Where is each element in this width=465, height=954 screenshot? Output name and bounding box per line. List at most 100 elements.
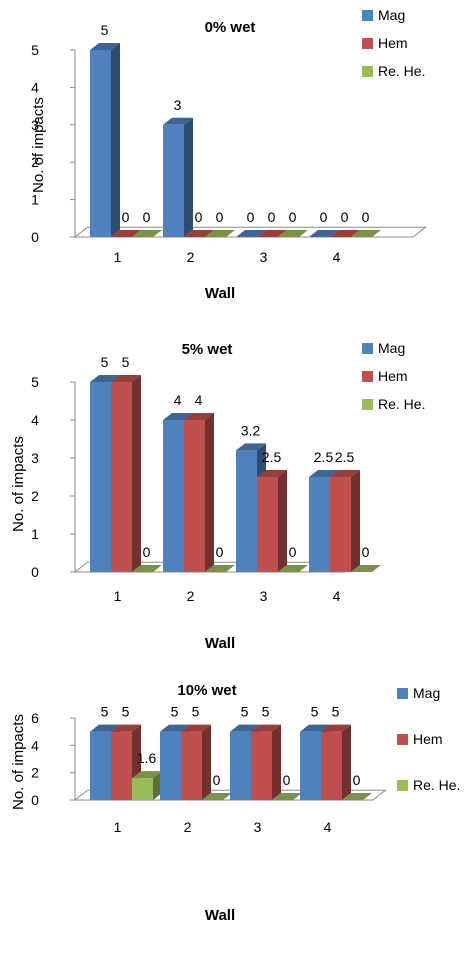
bar-top [163, 413, 193, 420]
bar-mag [90, 731, 111, 800]
legend-swatch [397, 780, 408, 791]
bar-top [321, 724, 351, 732]
data-label: 0 [216, 209, 224, 225]
bar-zero-re-he [342, 793, 372, 800]
bar-mag [90, 50, 111, 237]
data-label: 0 [283, 772, 291, 788]
legend-swatch [362, 66, 373, 77]
x-tick-label: 3 [254, 819, 262, 835]
x-tick-label: 4 [324, 819, 332, 835]
data-label: 1.6 [137, 750, 157, 766]
bar-zero-re-he [278, 230, 308, 237]
data-label: 0 [143, 544, 151, 560]
y-tick-label: 2 [31, 488, 39, 504]
bar-zero-hem [330, 230, 360, 237]
data-label: 0 [122, 209, 130, 225]
data-label: 5 [122, 354, 130, 370]
bar-top [330, 470, 360, 477]
legend-label: Re. He. [378, 63, 425, 79]
bar-top [184, 413, 214, 420]
legend-swatch [397, 734, 408, 745]
bar-zero-re-he [205, 230, 235, 237]
bar-side [272, 724, 281, 800]
data-label: 0 [289, 544, 297, 560]
y-tick-label: 4 [31, 412, 39, 428]
x-tick-label: 4 [333, 588, 341, 604]
bar-zero-re-he [205, 565, 235, 572]
bar-top [230, 724, 260, 732]
y-axis-label: No. of impacts [10, 714, 27, 810]
y-tick-label: 5 [31, 374, 39, 390]
x-tick-label: 3 [260, 249, 268, 265]
bar-side [184, 117, 193, 237]
y-tick-label: 6 [31, 710, 39, 726]
chart-title: 0% wet [205, 19, 256, 36]
data-label: 5 [241, 704, 249, 720]
bar-side [342, 724, 351, 800]
bar-top [309, 470, 339, 477]
data-label: 5 [101, 704, 109, 720]
bar-top [163, 117, 193, 125]
x-tick-label: 2 [187, 588, 195, 604]
bar-top [181, 724, 211, 732]
bar-mag [300, 731, 321, 800]
data-label: 0 [362, 209, 370, 225]
bar-top [251, 724, 281, 732]
y-tick-label: 5 [31, 42, 39, 58]
legend-label: Mag [378, 340, 405, 356]
bar-top [160, 724, 190, 732]
data-label: 5 [192, 704, 200, 720]
y-tick-label: 3 [31, 117, 39, 133]
bar-zero-re-he [132, 230, 162, 237]
x-axis-label: Wall [205, 635, 235, 652]
legend-swatch [362, 343, 373, 354]
x-tick-label: 2 [187, 249, 195, 265]
data-label: 0 [341, 209, 349, 225]
legend-label: Hem [413, 731, 443, 747]
bar-top [90, 375, 120, 382]
data-label: 0 [353, 772, 361, 788]
x-tick-label: 3 [260, 588, 268, 604]
y-tick-label: 4 [31, 79, 39, 95]
data-label: 0 [143, 209, 151, 225]
y-tick-label: 2 [31, 765, 39, 781]
legend-swatch [362, 399, 373, 410]
legend-label: Hem [378, 35, 408, 51]
y-tick-label: 4 [31, 737, 39, 753]
bar-mag [160, 731, 181, 800]
bar-side [278, 470, 287, 572]
bar-zero-re-he [278, 565, 308, 572]
bar-top [111, 724, 141, 732]
y-tick-label: 0 [31, 792, 39, 808]
y-tick-label: 1 [31, 526, 39, 542]
bar-hem [321, 731, 342, 800]
data-label: 2.5 [262, 449, 282, 465]
data-label: 5 [122, 704, 130, 720]
data-label: 0 [320, 209, 328, 225]
x-tick-label: 4 [333, 249, 341, 265]
bar-hem [257, 477, 278, 572]
bar-side [351, 470, 360, 572]
x-tick-label: 1 [114, 588, 122, 604]
bar-top [111, 375, 141, 382]
legend-label: Re. He. [378, 396, 425, 412]
bar-mag [163, 420, 184, 572]
y-tick-label: 3 [31, 450, 39, 466]
bar-side [132, 375, 141, 572]
bar-top [90, 724, 120, 732]
data-label: 4 [174, 392, 182, 408]
y-axis-label: No. of impacts [30, 97, 47, 193]
legend-swatch [362, 38, 373, 49]
data-label: 2.5 [335, 449, 355, 465]
legend-label: Hem [378, 368, 408, 384]
data-label: 2.5 [314, 449, 334, 465]
data-label: 0 [289, 209, 297, 225]
chart-title: 10% wet [177, 682, 236, 699]
x-axis-label: Wall [205, 285, 235, 302]
bar-hem [181, 731, 202, 800]
legend-label: Mag [413, 685, 440, 701]
bar-zero-hem [111, 230, 141, 237]
legend-swatch [362, 371, 373, 382]
